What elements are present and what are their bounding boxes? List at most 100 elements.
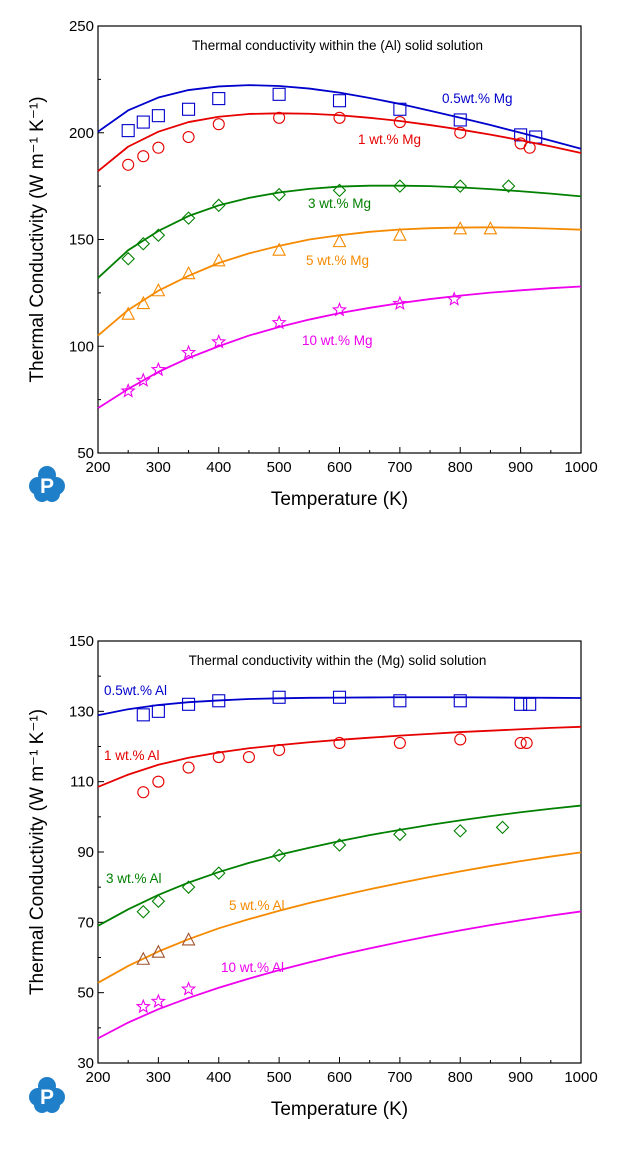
series-line — [97, 84, 582, 150]
data-point — [393, 179, 407, 193]
data-point — [150, 361, 167, 377]
series-label: 0.5wt.% Al — [104, 683, 167, 698]
data-point — [151, 944, 166, 958]
data-point — [211, 866, 226, 880]
data-point — [273, 111, 286, 124]
x-tick-label: 800 — [448, 1069, 473, 1086]
y-tick-label: 90 — [77, 844, 94, 861]
series-line — [97, 725, 582, 788]
data-point — [136, 295, 151, 310]
series-1: 0.5wt.% Al — [97, 683, 582, 722]
x-tick-label: 300 — [146, 1069, 171, 1086]
data-point — [272, 242, 287, 256]
data-point — [453, 179, 468, 193]
data-point — [393, 736, 406, 750]
data-point — [182, 697, 196, 711]
series-label: 1 wt.% Al — [104, 748, 160, 763]
series-line — [97, 851, 582, 984]
data-point — [137, 150, 150, 163]
data-point — [180, 981, 197, 996]
data-point — [332, 838, 347, 852]
data-point — [151, 283, 166, 297]
series-label: 5 wt.% Mg — [306, 253, 369, 268]
data-point — [392, 295, 408, 311]
series-5: 10 wt.% Al — [97, 910, 582, 1040]
data-point — [495, 820, 510, 835]
data-point — [453, 824, 468, 838]
x-axis-label: Temperature (K) — [271, 489, 408, 510]
data-point — [151, 228, 166, 243]
data-point — [152, 141, 165, 154]
x-tick-label: 1000 — [564, 459, 597, 476]
data-point — [136, 951, 151, 965]
data-point — [272, 87, 286, 101]
series-label: 10 wt.% Mg — [302, 333, 373, 348]
logo-icon: P — [29, 1077, 65, 1113]
y-tick-label: 150 — [69, 232, 94, 249]
y-tick-label: 50 — [77, 985, 94, 1002]
series-label: 10 wt.% Al — [221, 960, 284, 975]
data-point — [446, 291, 462, 306]
data-point — [136, 115, 150, 129]
data-point — [151, 109, 165, 123]
data-point — [332, 690, 347, 704]
data-point — [272, 187, 286, 202]
chart-1: 200 300 400 500 600 700 800 900 1000 50 100 150 200 2… — [27, 18, 598, 510]
chart-2: 200 300 400 500 600 700 800 900 1000 30 50 70 90 110 1… — [27, 633, 598, 1120]
series-3: 3 wt.% Al — [97, 804, 582, 927]
data-point — [453, 221, 468, 235]
x-tick-label: 400 — [206, 1069, 231, 1086]
data-point — [514, 697, 528, 711]
data-point — [180, 344, 197, 360]
data-point — [121, 251, 135, 266]
x-tick-label: 600 — [327, 459, 352, 476]
data-point — [393, 116, 406, 129]
x-tick-label: 300 — [146, 459, 171, 476]
data-point — [212, 118, 225, 131]
series-line — [97, 804, 582, 927]
data-point — [151, 894, 166, 909]
y-tick-label: 100 — [69, 338, 94, 355]
y-axis-label: Thermal Conductivity (W m⁻¹ K⁻¹) — [27, 709, 48, 995]
data-point — [393, 102, 407, 116]
x-tick-label: 200 — [85, 1069, 110, 1086]
x-axis-label: Temperature (K) — [271, 1099, 408, 1120]
series-line — [97, 184, 582, 279]
data-point — [135, 998, 151, 1014]
x-tick-label: 700 — [387, 1069, 412, 1086]
series-line — [97, 696, 582, 717]
series-1: 0.5wt.% Mg — [97, 84, 582, 150]
series-line — [97, 226, 582, 337]
data-point — [181, 265, 196, 280]
data-point — [523, 141, 536, 154]
data-point — [181, 211, 196, 225]
y-axis-label: Thermal Conductivity (W m⁻¹ K⁻¹) — [27, 96, 48, 382]
data-point — [332, 233, 347, 248]
data-point — [333, 736, 346, 750]
data-point — [136, 905, 151, 919]
data-point — [121, 124, 135, 138]
series-label: 1 wt.% Mg — [358, 132, 421, 147]
x-tick-label: 700 — [387, 459, 412, 476]
data-point — [182, 130, 195, 144]
data-point — [393, 827, 407, 842]
data-point — [152, 775, 165, 788]
data-point — [211, 333, 227, 349]
y-tick-label: 130 — [69, 703, 94, 720]
data-point — [333, 111, 346, 124]
x-tick-label: 1000 — [564, 1069, 597, 1086]
y-tick-label: 150 — [69, 633, 94, 650]
data-point — [273, 743, 286, 757]
data-point — [136, 236, 151, 251]
series-5: 10 wt.% Mg — [97, 285, 582, 409]
data-point — [331, 301, 348, 317]
logo-icon: P — [29, 466, 65, 502]
data-point — [212, 92, 226, 106]
series-label: 0.5wt.% Mg — [442, 91, 513, 106]
data-point — [182, 761, 195, 774]
data-point — [392, 227, 407, 241]
x-tick-label: 900 — [508, 459, 533, 476]
data-point — [181, 932, 196, 946]
y-tick-label: 110 — [70, 774, 94, 791]
